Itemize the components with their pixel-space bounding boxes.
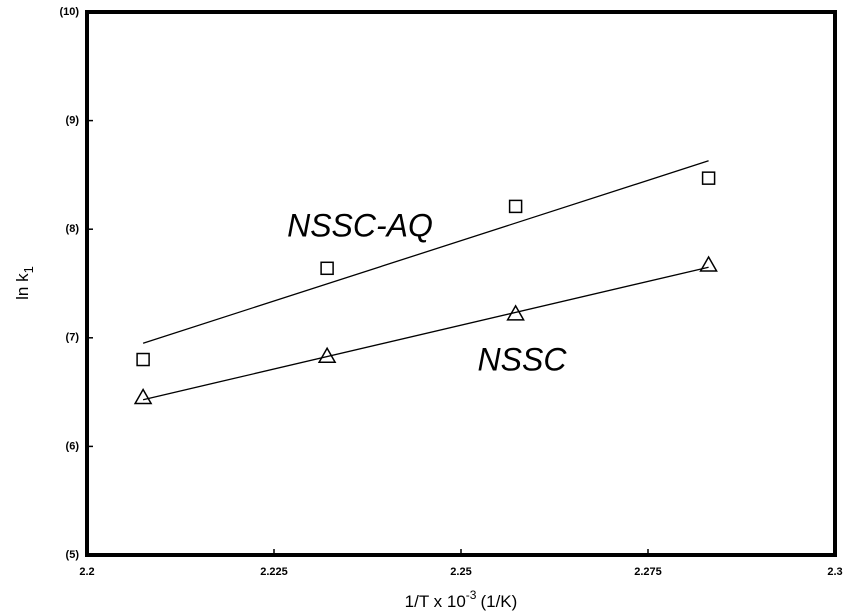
- series-label: NSSC: [478, 341, 568, 377]
- triangle-marker: [317, 346, 337, 364]
- x-tick-label: 2.25: [450, 566, 471, 578]
- x-axis-label: 1/T x 10-3 (1/K): [405, 588, 518, 611]
- triangle-marker: [699, 255, 718, 272]
- x-tick-label: 2.225: [260, 566, 288, 578]
- y-tick-label: (7): [66, 332, 80, 344]
- square-marker: [136, 352, 150, 367]
- triangle-marker: [506, 304, 525, 321]
- x-label-unit: (1/K): [480, 592, 517, 611]
- square-marker: [701, 171, 716, 185]
- series-label: NSSC-AQ: [287, 207, 433, 243]
- square-marker: [320, 261, 334, 276]
- x-label-text: 1/T x 10: [405, 592, 466, 611]
- triangle-marker: [133, 388, 153, 405]
- y-tick-label: (8): [66, 223, 80, 235]
- square-marker: [508, 199, 523, 214]
- y-tick-label: (6): [66, 440, 80, 452]
- x-label-sup: -3: [466, 588, 477, 602]
- y-axis-label: ln k1: [13, 266, 36, 300]
- x-tick-label: 2.275: [634, 566, 662, 578]
- plot-frame: [85, 10, 837, 557]
- y-tick-label: (9): [66, 115, 80, 127]
- x-tick-label: 2.3: [827, 566, 842, 578]
- x-tick-label: 2.2: [79, 566, 94, 578]
- y-tick-label: (5): [66, 549, 80, 561]
- fit-line: [142, 160, 709, 344]
- y-tick-label: (10): [59, 6, 79, 18]
- fit-line: [142, 266, 709, 401]
- y-label-sub: 1: [21, 266, 36, 273]
- y-label-text: ln k: [13, 273, 32, 300]
